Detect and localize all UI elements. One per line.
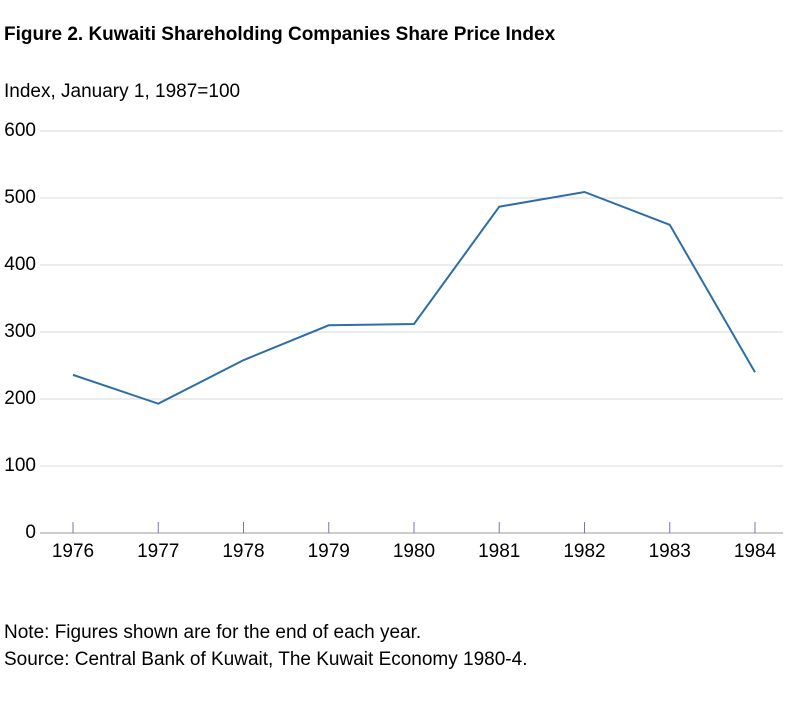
chart-subtitle: Index, January 1, 1987=100: [4, 81, 240, 102]
source: Source: Central Bank of Kuwait, The Kuwa…: [4, 649, 527, 670]
series-line: [72, 190, 756, 405]
y-tick-label: 100: [4, 455, 36, 476]
x-tick-label: 1980: [393, 541, 435, 562]
x-tick-label: 1976: [52, 541, 94, 562]
x-tick-label: 1979: [308, 541, 350, 562]
x-tick-label: 1983: [649, 541, 691, 562]
x-tick-label: 1977: [137, 541, 179, 562]
note: Note: Figures shown are for the end of e…: [4, 622, 421, 643]
y-tick-label: 500: [4, 187, 36, 208]
x-tick-label: 1981: [478, 541, 520, 562]
y-tick-label: 0: [25, 522, 36, 543]
x-tick-label: 1984: [734, 541, 777, 562]
x-tick-label: 1982: [563, 541, 605, 562]
y-tick-label: 200: [4, 388, 36, 409]
x-tick-label: 1978: [222, 541, 264, 562]
y-tick-label: 400: [4, 254, 36, 275]
y-tick-label: 300: [4, 321, 36, 342]
chart-title: Figure 2. Kuwaiti Shareholding Companies…: [4, 24, 556, 45]
y-tick-label: 600: [4, 120, 36, 141]
